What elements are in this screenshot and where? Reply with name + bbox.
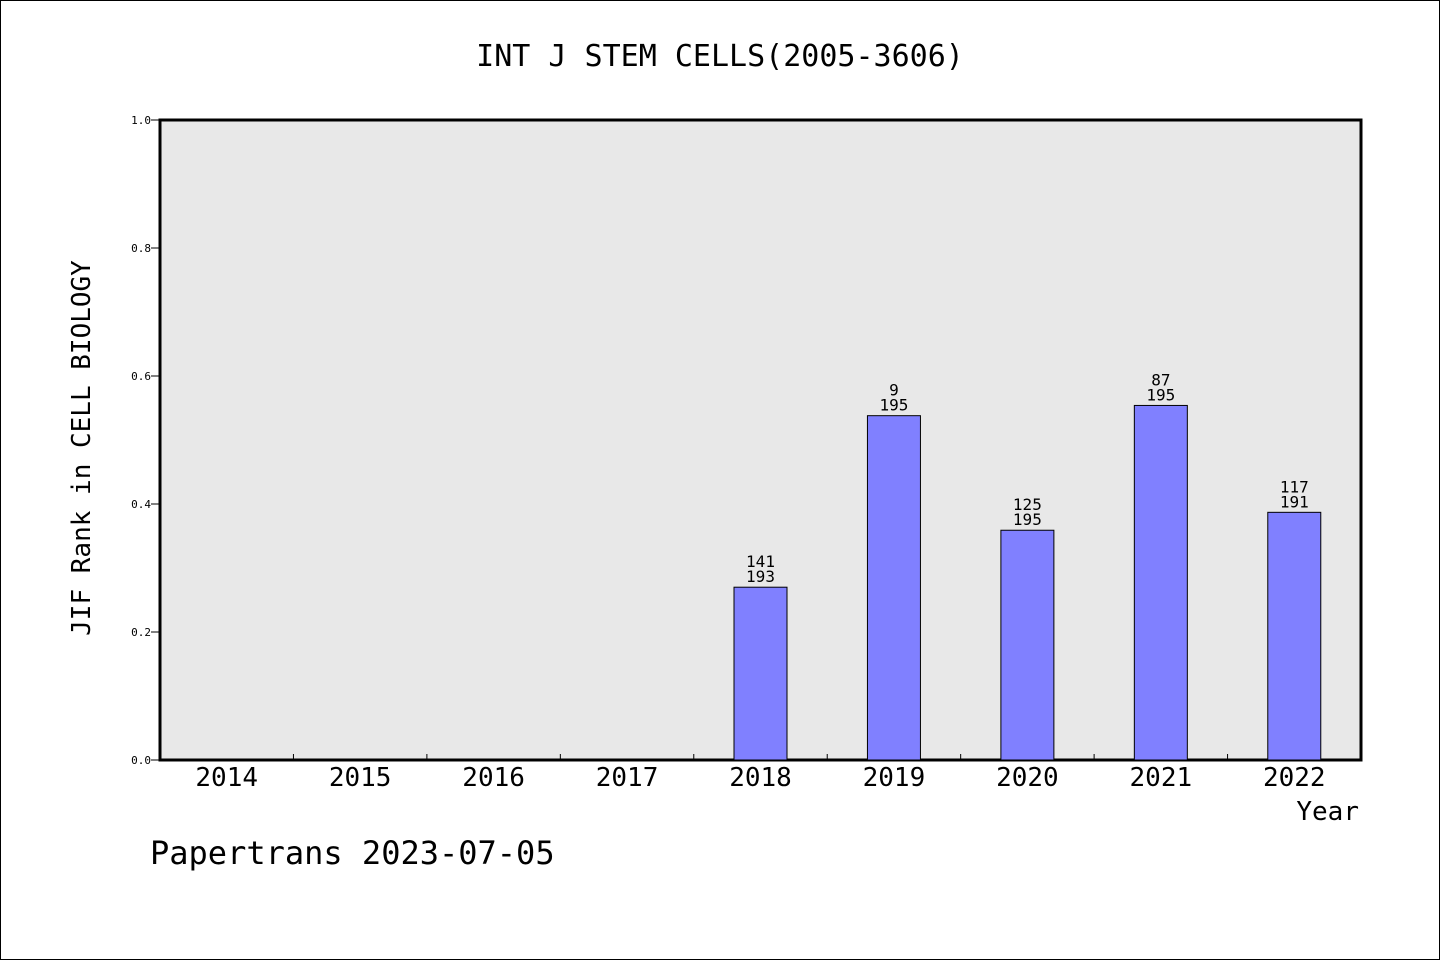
bar-2022 xyxy=(1267,511,1322,761)
bar-rank-label: 9 xyxy=(889,381,899,400)
x-axis-label: Year xyxy=(1296,797,1359,827)
x-tick-label: 2017 xyxy=(596,763,659,793)
watermark-text: Papertrans 2023-07-05 xyxy=(150,834,555,872)
bar-2018 xyxy=(733,586,788,761)
x-tick-label: 2019 xyxy=(863,763,926,793)
bars xyxy=(733,404,1322,761)
x-tick-label: 2018 xyxy=(729,763,792,793)
bar-2019 xyxy=(866,415,921,761)
x-tick-label: 2014 xyxy=(195,763,258,793)
bar-total-label: 195 xyxy=(1013,510,1042,529)
x-tick-label: 2020 xyxy=(996,763,1059,793)
x-tick-label: 2015 xyxy=(329,763,392,793)
y-tick-label: 1.0 xyxy=(131,114,151,127)
bar-rank-label: 141 xyxy=(746,552,775,571)
chart-title: INT J STEM CELLS(2005-3606) xyxy=(476,39,964,74)
x-axis: 2014 2015 2016 2017 2018 2019 2020 2021 2022 xyxy=(195,754,1326,793)
bar-total-label: 195 xyxy=(1146,385,1175,404)
bar-2020 xyxy=(1000,529,1055,761)
bar-rank-label: 87 xyxy=(1151,370,1170,389)
y-tick-label: 0.6 xyxy=(131,370,151,383)
bar-total-label: 193 xyxy=(746,567,775,586)
y-tick-label: 0.2 xyxy=(131,626,151,639)
y-axis: 0.0 0.2 0.4 0.6 0.8 1.0 xyxy=(131,114,160,767)
y-tick-label: 0.8 xyxy=(131,242,151,255)
bar-rank-label: 117 xyxy=(1280,477,1309,496)
y-tick-label: 0.4 xyxy=(131,498,151,511)
bar-total-label: 191 xyxy=(1280,492,1309,511)
x-tick-label: 2016 xyxy=(462,763,525,793)
x-tick-label: 2022 xyxy=(1263,763,1326,793)
y-tick-label: 0.0 xyxy=(131,754,151,767)
x-tick-label: 2021 xyxy=(1130,763,1193,793)
bar-2021 xyxy=(1133,404,1188,761)
y-axis-label: JIF Rank in CELL BIOLOGY xyxy=(67,260,97,636)
bar-rank-label: 125 xyxy=(1013,495,1042,514)
bar-total-label: 195 xyxy=(879,396,908,415)
